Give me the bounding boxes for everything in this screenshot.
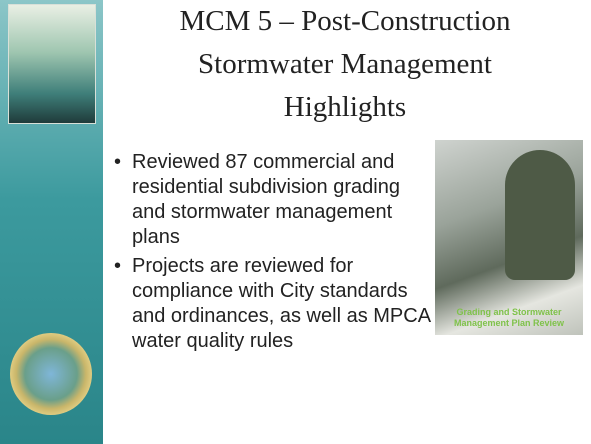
photo: Grading and Stormwater Management Plan R… [435, 140, 583, 335]
bullet: Reviewed 87 commercial and residential s… [114, 150, 432, 250]
slide: MCM 5 – Post-Construction Stormwater Man… [0, 0, 591, 444]
city-seal [10, 333, 92, 415]
photo-caption: Grading and Stormwater Management Plan R… [439, 307, 579, 329]
slide-title: MCM 5 – Post-Construction Stormwater Man… [135, 0, 555, 129]
sidebar [0, 0, 103, 444]
photo-person [505, 150, 575, 280]
magazine-cover [8, 4, 96, 124]
bullet-list: Reviewed 87 commercial and residential s… [114, 150, 432, 358]
bullet: Projects are reviewed for compliance wit… [114, 254, 432, 354]
